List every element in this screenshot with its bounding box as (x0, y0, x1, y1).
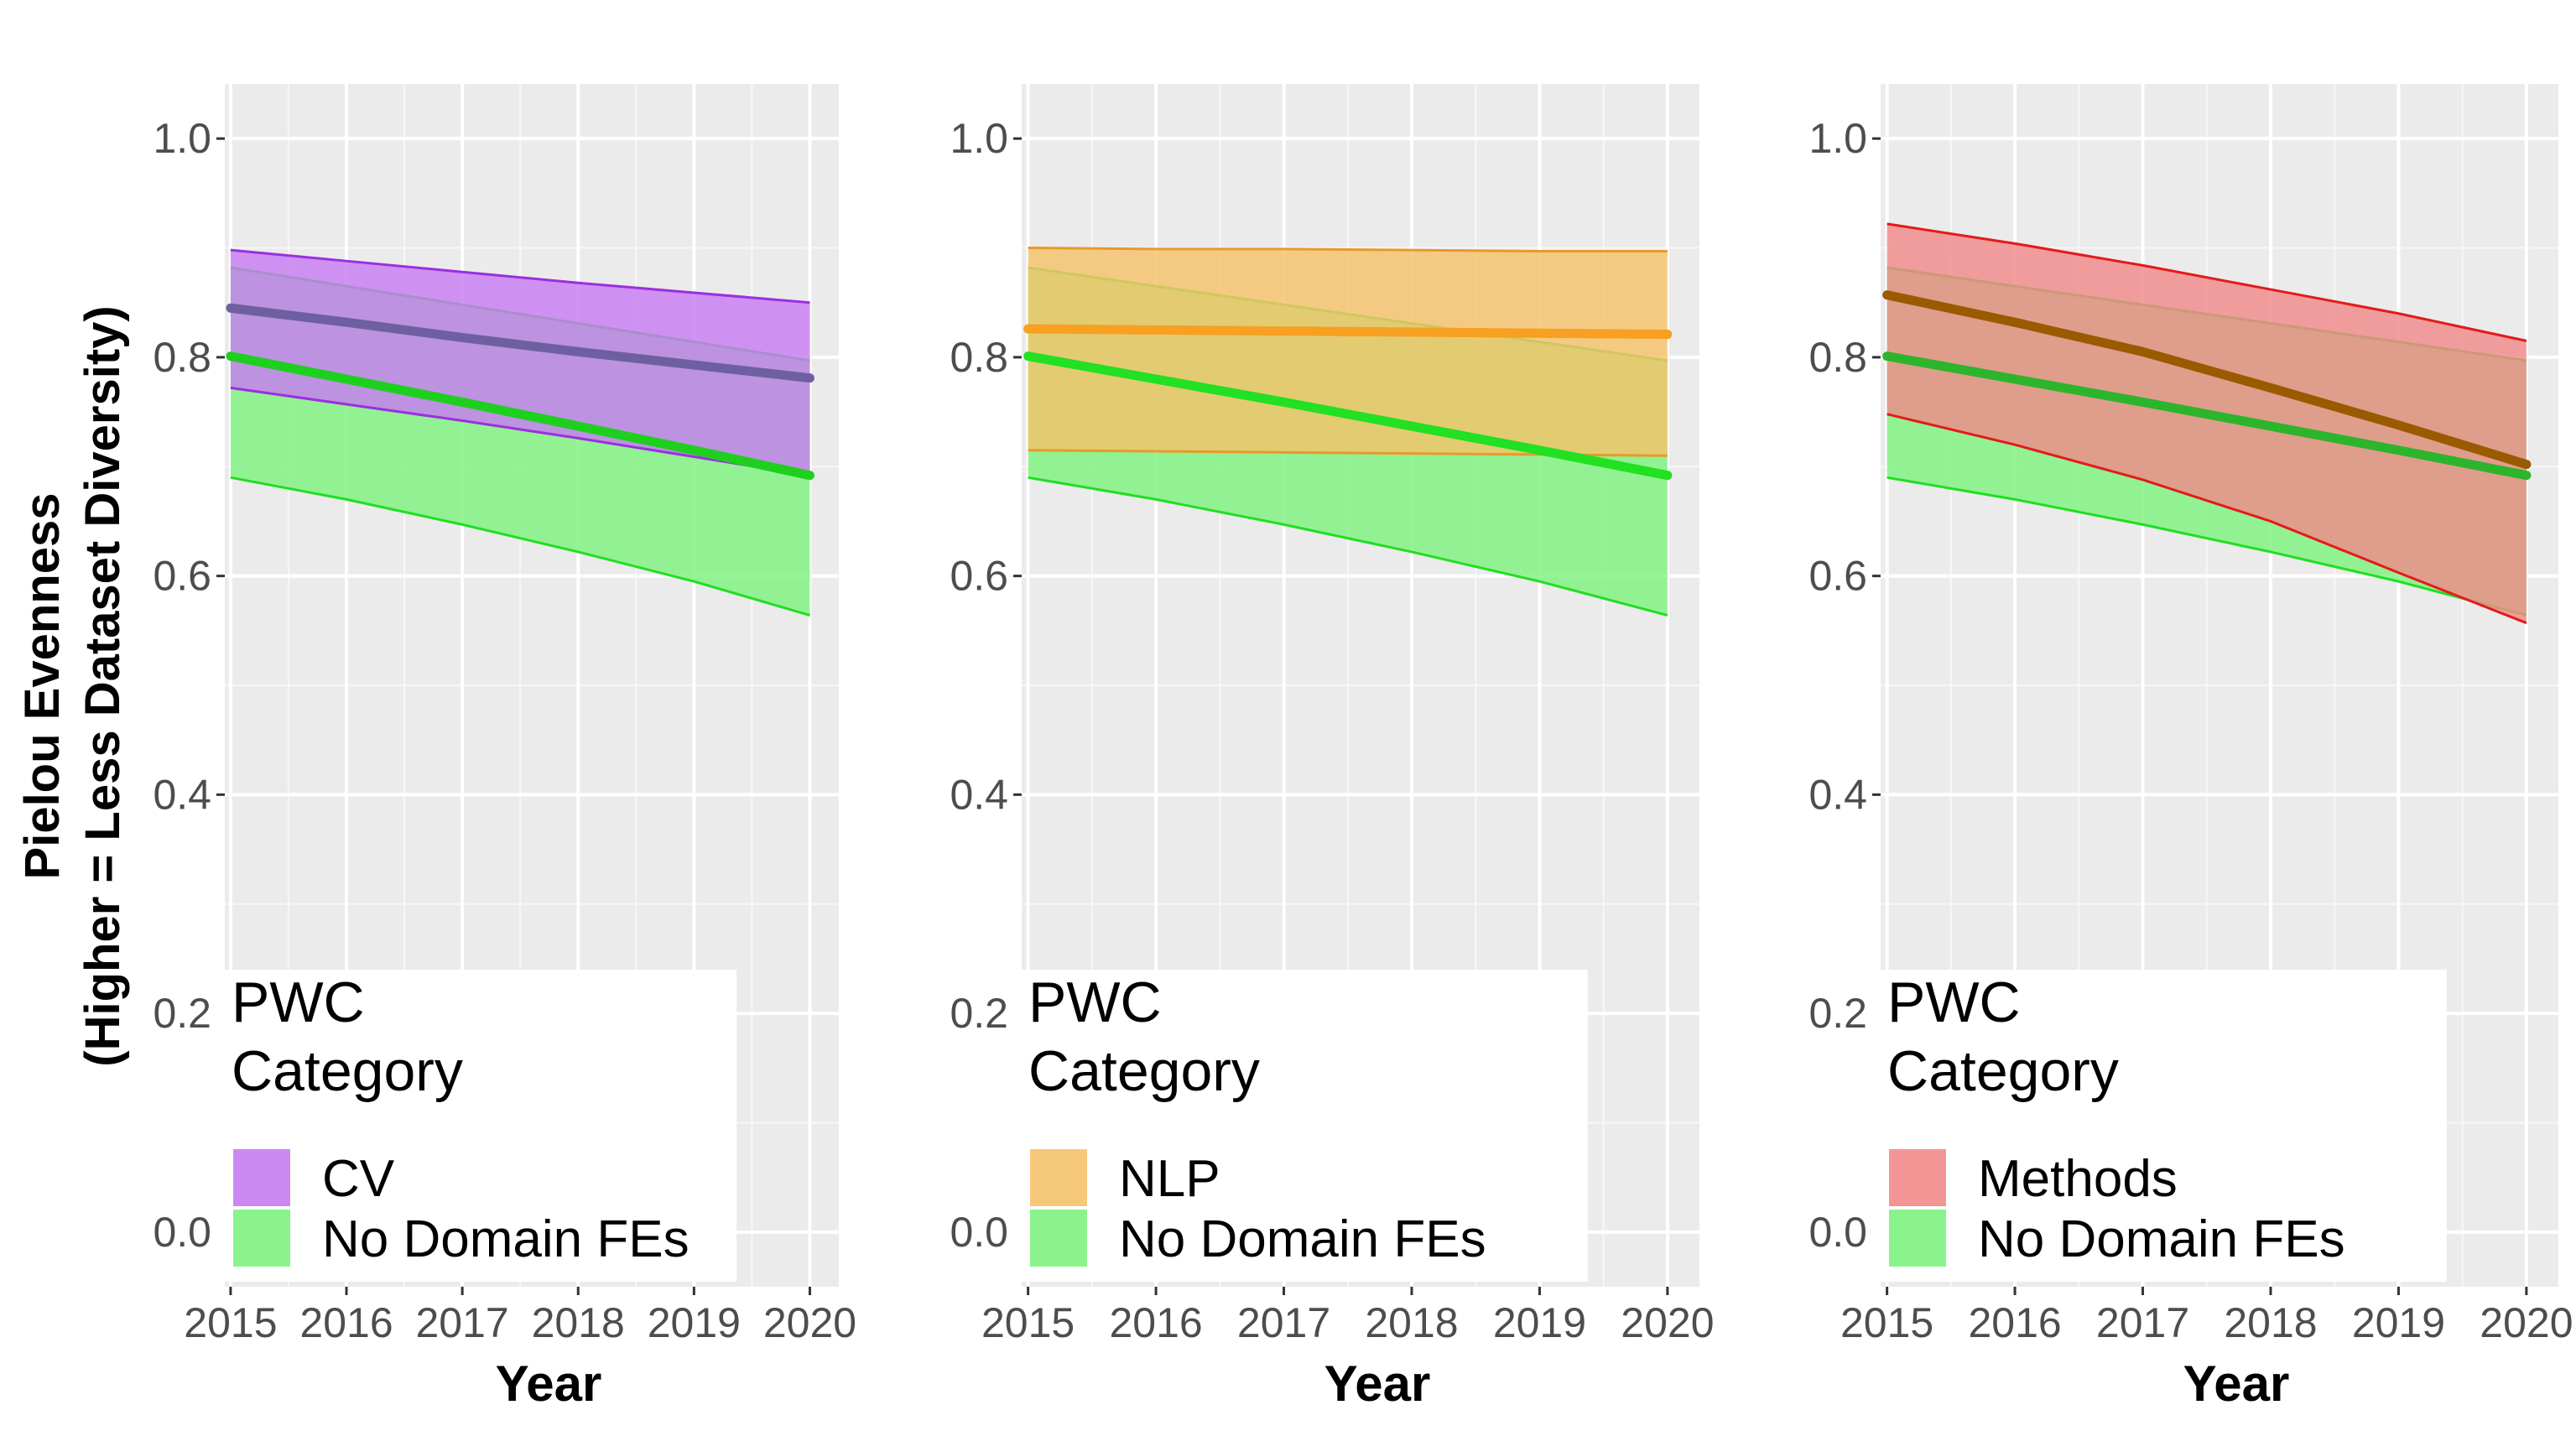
ribbon-upper-edge (1028, 247, 1668, 252)
legend-label: NLP (1119, 1150, 1220, 1208)
legend-label: CV (322, 1150, 395, 1208)
y-tick-label: 0.6 (153, 553, 211, 600)
x-tick-label: 2018 (532, 1299, 625, 1346)
x-axis-title: Year (2183, 1356, 2290, 1412)
ribbon-cv (230, 250, 810, 476)
y-tick-label: 0.0 (1808, 1209, 1867, 1256)
fit-line-cv (226, 303, 814, 383)
legend-title-line1: PWC (1028, 970, 1162, 1034)
fit-line-no-domain-fes (226, 351, 814, 481)
y-tick-label: 1.0 (950, 115, 1008, 162)
x-tick-label: 2017 (1237, 1299, 1330, 1346)
x-tick-label: 2017 (416, 1299, 509, 1346)
ribbon-nlp (1028, 247, 1668, 456)
legend-label: No Domain FEs (1119, 1210, 1486, 1268)
x-axis-title: Year (1324, 1356, 1431, 1412)
ribbon-lower-edge (1886, 413, 2527, 625)
y-tick-label: 0.6 (950, 553, 1008, 600)
y-tick-label: 0.4 (950, 771, 1008, 818)
fit-line-no-domain-fes (1023, 351, 1673, 481)
x-tick-label: 2019 (1493, 1299, 1586, 1346)
panel-methods: 0.0 0.2 0.4 0.6 0.8 1.0 2015 2016 2017 2018 2019 20… (1808, 84, 2573, 1412)
legend-title-line1: PWC (1887, 970, 2021, 1034)
y-tick-label: 0.2 (950, 990, 1008, 1037)
y-tick-label: 0.4 (153, 771, 211, 818)
fit-line-methods (1882, 290, 2532, 470)
y-tick-label: 0.8 (153, 334, 211, 381)
legend-label: No Domain FEs (322, 1210, 690, 1268)
ribbon-methods (1886, 223, 2527, 623)
x-tick-label: 2015 (1840, 1299, 1933, 1346)
legend-key-methods (1889, 1149, 1946, 1206)
x-tick-label: 2020 (1621, 1299, 1714, 1346)
legend-title-line2: Category (1887, 1039, 2119, 1103)
legend-key-no-domain-fes (233, 1210, 290, 1267)
y-tick-label: 1.0 (153, 115, 211, 162)
x-tick-label: 2015 (981, 1299, 1075, 1346)
legend-box (215, 970, 737, 1282)
x-tick-label: 2017 (2096, 1299, 2189, 1346)
x-tick-label: 2019 (648, 1299, 741, 1346)
y-tick-label: 0.2 (1808, 990, 1867, 1037)
x-tick-label: 2016 (1109, 1299, 1202, 1346)
ribbon-upper-edge (230, 248, 810, 304)
y-tick-label: 0.2 (153, 990, 211, 1037)
y-tick-label: 0.0 (153, 1209, 211, 1256)
y-tick-label: 0.6 (1808, 553, 1867, 600)
y-axis-title-line2: (Higher = Less Dataset Diversity) (75, 305, 130, 1066)
panel-cv: 0.0 0.2 0.4 0.6 0.8 1.0 2015 2016 2017 2018 2019 20… (153, 84, 856, 1412)
legend-key-no-domain-fes (1030, 1210, 1087, 1267)
legend-label: No Domain FEs (1978, 1210, 2345, 1268)
x-tick-label: 2016 (299, 1299, 393, 1346)
legend-key-no-domain-fes (1889, 1210, 1946, 1267)
legend-title-line1: PWC (232, 970, 365, 1034)
fit-line-nlp (1023, 324, 1673, 340)
x-tick-label: 2020 (2480, 1299, 2573, 1346)
legend-box (1012, 970, 1588, 1282)
panel-nlp: 0.0 0.2 0.4 0.6 0.8 1.0 2015 2016 2017 2018 2019 20… (950, 84, 1715, 1412)
y-tick-label: 0.8 (950, 334, 1008, 381)
legend-title-line2: Category (1028, 1039, 1260, 1103)
legend-box (1871, 970, 2447, 1282)
x-tick-label: 2016 (1968, 1299, 2061, 1346)
y-tick-label: 1.0 (1808, 115, 1867, 162)
ribbon-lower-edge (230, 386, 810, 477)
y-tick-label: 0.4 (1808, 771, 1867, 818)
legend-label: Methods (1978, 1150, 2178, 1208)
legend-key-cv (233, 1149, 290, 1206)
ribbon-lower-edge (1886, 476, 2527, 617)
legend-key-nlp (1030, 1149, 1087, 1206)
x-tick-label: 2018 (1365, 1299, 1458, 1346)
y-tick-label: 0.8 (1808, 334, 1867, 381)
y-axis-title: Pielou Evenness (15, 493, 70, 880)
x-tick-label: 2018 (2224, 1299, 2317, 1346)
x-axis-title: Year (496, 1356, 602, 1412)
x-tick-label: 2019 (2352, 1299, 2445, 1346)
ribbon-lower-edge (230, 476, 810, 617)
y-tick-label: 0.0 (950, 1209, 1008, 1256)
x-tick-label: 2020 (763, 1299, 856, 1346)
legend-title-line2: Category (232, 1039, 463, 1103)
fit-line-no-domain-fes (1882, 351, 2532, 481)
x-tick-label: 2015 (184, 1299, 277, 1346)
ribbon-upper-edge (1886, 222, 2527, 342)
ribbon-lower-edge (1028, 476, 1668, 617)
